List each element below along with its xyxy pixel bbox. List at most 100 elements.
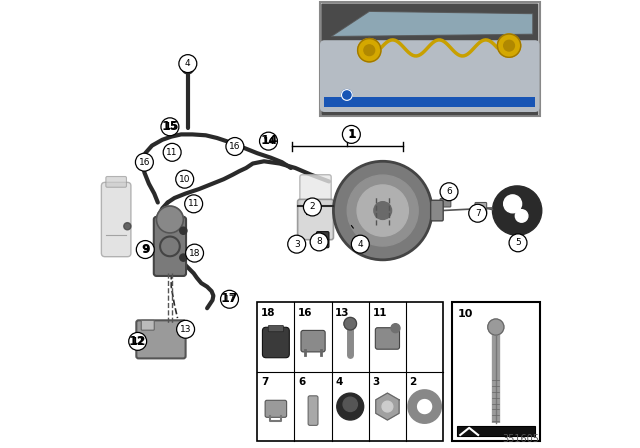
Text: 7: 7 bbox=[261, 377, 268, 387]
FancyBboxPatch shape bbox=[268, 325, 284, 332]
FancyBboxPatch shape bbox=[320, 40, 540, 112]
Text: 11: 11 bbox=[166, 148, 178, 157]
Text: 2: 2 bbox=[310, 202, 315, 211]
Text: 13: 13 bbox=[335, 308, 349, 318]
Circle shape bbox=[374, 202, 392, 220]
Circle shape bbox=[177, 320, 195, 338]
Circle shape bbox=[180, 254, 187, 261]
Circle shape bbox=[504, 40, 515, 51]
Text: 18: 18 bbox=[261, 308, 275, 318]
Text: 15: 15 bbox=[162, 120, 179, 133]
Text: 12: 12 bbox=[129, 335, 147, 349]
Circle shape bbox=[179, 55, 197, 73]
FancyBboxPatch shape bbox=[136, 320, 186, 358]
Text: 9: 9 bbox=[141, 243, 150, 256]
Text: 16: 16 bbox=[139, 158, 150, 167]
Circle shape bbox=[260, 132, 278, 150]
Text: 4: 4 bbox=[335, 377, 342, 387]
Text: 11: 11 bbox=[188, 199, 200, 208]
Circle shape bbox=[180, 227, 187, 234]
FancyBboxPatch shape bbox=[308, 396, 318, 426]
Text: 17: 17 bbox=[224, 295, 236, 304]
Circle shape bbox=[343, 397, 357, 411]
Circle shape bbox=[337, 393, 364, 420]
Circle shape bbox=[391, 323, 400, 332]
Text: 351605: 351605 bbox=[502, 435, 540, 444]
FancyBboxPatch shape bbox=[141, 320, 154, 330]
Circle shape bbox=[468, 204, 486, 222]
Circle shape bbox=[333, 161, 432, 260]
Circle shape bbox=[161, 118, 179, 136]
FancyBboxPatch shape bbox=[321, 4, 538, 115]
Text: 9: 9 bbox=[142, 245, 148, 254]
Circle shape bbox=[358, 39, 381, 62]
Text: 2: 2 bbox=[410, 377, 417, 387]
FancyBboxPatch shape bbox=[300, 175, 332, 206]
Circle shape bbox=[129, 332, 147, 350]
Bar bbox=[320, 2, 540, 116]
Bar bbox=[457, 426, 535, 436]
Circle shape bbox=[515, 210, 528, 222]
Text: 5: 5 bbox=[515, 238, 521, 247]
FancyBboxPatch shape bbox=[475, 202, 486, 214]
Circle shape bbox=[303, 198, 321, 216]
Circle shape bbox=[504, 195, 522, 213]
Text: 6: 6 bbox=[446, 187, 452, 196]
Circle shape bbox=[176, 170, 194, 188]
Text: 1: 1 bbox=[348, 130, 355, 139]
Circle shape bbox=[488, 319, 504, 335]
Circle shape bbox=[342, 90, 352, 100]
Text: 7: 7 bbox=[475, 209, 481, 218]
Text: 15: 15 bbox=[164, 122, 176, 131]
Bar bbox=[257, 302, 443, 441]
Text: 16: 16 bbox=[298, 308, 312, 318]
Text: 18: 18 bbox=[189, 249, 200, 258]
Circle shape bbox=[226, 138, 244, 155]
FancyBboxPatch shape bbox=[262, 327, 289, 358]
FancyBboxPatch shape bbox=[316, 232, 329, 248]
Circle shape bbox=[221, 290, 239, 308]
Text: 3: 3 bbox=[294, 240, 300, 249]
Text: 14: 14 bbox=[262, 137, 275, 146]
Circle shape bbox=[310, 233, 328, 251]
Text: 4: 4 bbox=[185, 59, 191, 68]
Text: 17: 17 bbox=[221, 292, 238, 306]
Polygon shape bbox=[332, 11, 533, 37]
Text: 3: 3 bbox=[372, 377, 380, 387]
Circle shape bbox=[351, 235, 369, 253]
Circle shape bbox=[493, 186, 541, 235]
Text: 10: 10 bbox=[179, 175, 191, 184]
FancyBboxPatch shape bbox=[101, 182, 131, 257]
Circle shape bbox=[288, 235, 306, 253]
Circle shape bbox=[344, 318, 356, 330]
FancyBboxPatch shape bbox=[301, 331, 325, 352]
Text: 4: 4 bbox=[358, 240, 363, 249]
Bar bbox=[452, 302, 540, 441]
Text: 14: 14 bbox=[260, 134, 278, 147]
Text: 13: 13 bbox=[180, 325, 191, 334]
Bar bbox=[324, 97, 535, 107]
Text: 16: 16 bbox=[229, 142, 241, 151]
Circle shape bbox=[186, 244, 204, 262]
Circle shape bbox=[348, 175, 418, 246]
FancyBboxPatch shape bbox=[265, 401, 287, 418]
Circle shape bbox=[157, 206, 184, 233]
Text: 12: 12 bbox=[131, 337, 144, 346]
Circle shape bbox=[497, 34, 521, 57]
FancyBboxPatch shape bbox=[298, 199, 333, 240]
Circle shape bbox=[182, 62, 194, 74]
Text: 1: 1 bbox=[348, 128, 356, 141]
Circle shape bbox=[440, 183, 458, 201]
Circle shape bbox=[185, 195, 203, 213]
Circle shape bbox=[136, 153, 154, 171]
Text: 6: 6 bbox=[298, 377, 305, 387]
FancyBboxPatch shape bbox=[154, 217, 186, 276]
Text: 8: 8 bbox=[316, 237, 322, 246]
Polygon shape bbox=[376, 393, 399, 420]
FancyBboxPatch shape bbox=[431, 200, 443, 221]
FancyBboxPatch shape bbox=[106, 177, 127, 187]
Circle shape bbox=[364, 45, 374, 56]
Circle shape bbox=[357, 185, 408, 236]
Circle shape bbox=[509, 234, 527, 252]
FancyBboxPatch shape bbox=[375, 328, 399, 349]
